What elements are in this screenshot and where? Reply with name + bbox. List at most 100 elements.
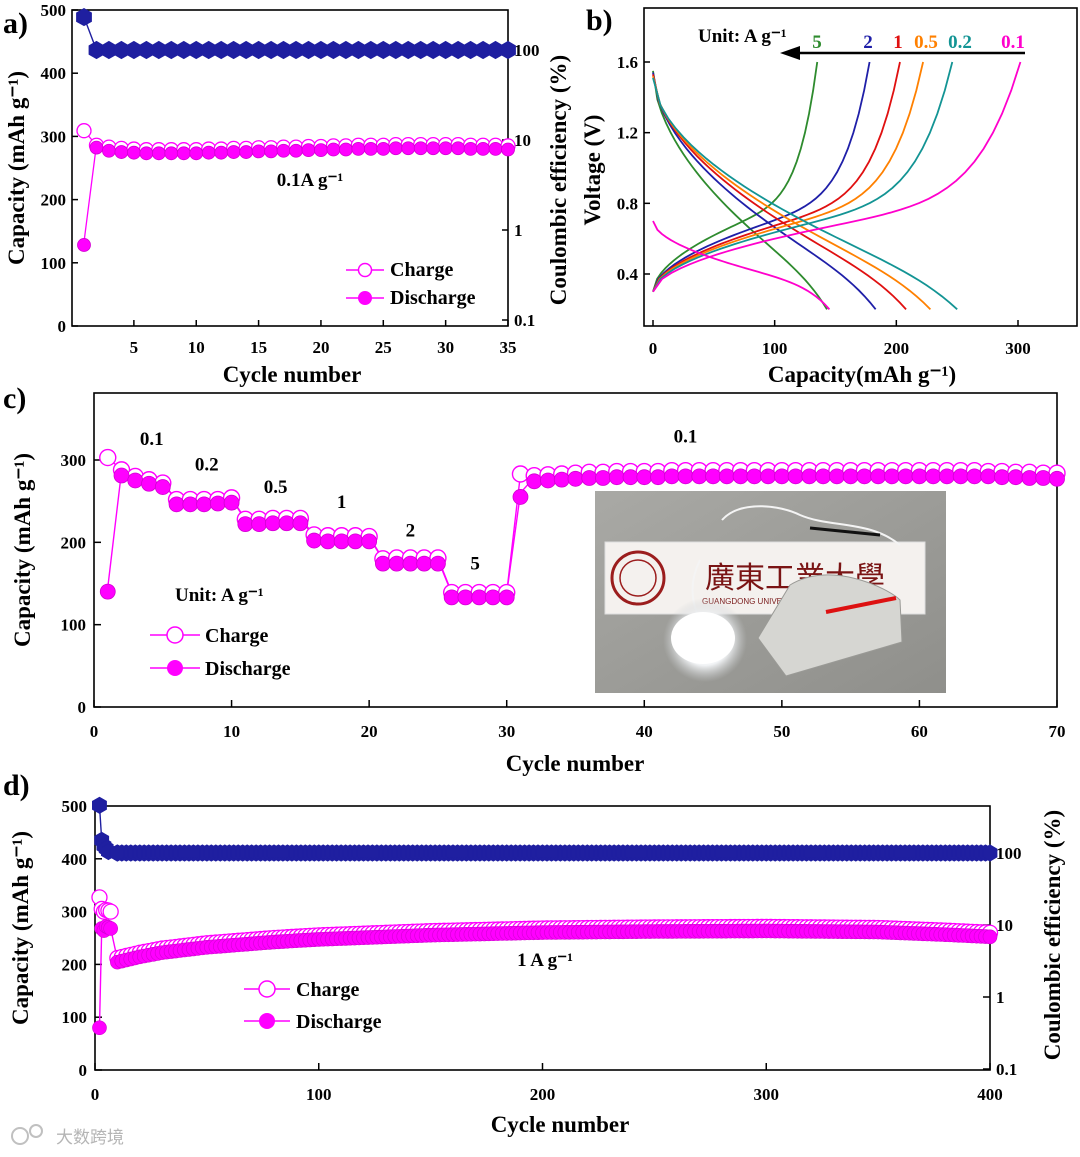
discharge-point: [388, 141, 403, 156]
panel-d-legend: Charge Discharge: [244, 979, 382, 1033]
x-tick-label: 40: [636, 722, 653, 741]
discharge-point: [276, 143, 291, 158]
discharge-point: [925, 468, 942, 485]
charge-point: [99, 448, 117, 467]
discharge-point: [223, 494, 240, 511]
discharge-point: [622, 469, 639, 486]
x-tick-label: 50: [773, 722, 790, 741]
y-tick-label: 0: [78, 698, 87, 717]
panel-a-chart: 5 10 15 20 25 30 35 0 100 200 300 400 500 0.1 1 10 100 C…: [4, 1, 571, 387]
panel-c-legend: Charge Discharge: [150, 625, 291, 680]
panel-c-legend-discharge: Discharge: [205, 658, 291, 680]
ce-point: [92, 796, 107, 814]
discharge-point: [347, 533, 364, 550]
discharge-point: [326, 142, 341, 157]
panel-d-ylabel: Capacity (mAh g⁻¹): [8, 831, 33, 1025]
charge-curve-5: [652, 61, 819, 292]
arrow-head-icon: [780, 46, 800, 60]
led-bulb-icon: [671, 612, 735, 664]
discharge-point: [476, 141, 490, 156]
rate-label: 0.1: [140, 429, 164, 450]
panel-d-y2label: Coulombic efficiency (%): [1040, 810, 1065, 1060]
discharge-point: [746, 468, 763, 485]
panel-a-legend-charge: Charge: [390, 259, 453, 281]
x-tick-label: 100: [762, 339, 788, 358]
discharge-point: [413, 141, 428, 156]
x-tick-label: 5: [130, 338, 139, 357]
panel-c-frame: [93, 392, 1058, 708]
discharge-point: [567, 470, 584, 487]
discharge-point: [264, 144, 278, 159]
rate-label: 0.1: [674, 427, 698, 448]
discharge-point: [164, 146, 179, 161]
discharge-point: [1035, 470, 1052, 486]
discharge-point: [595, 470, 611, 486]
panel-b-arrow: [780, 46, 1025, 60]
discharge-point: [214, 145, 229, 160]
seal-inner-ring: [619, 559, 657, 597]
x-tick-label: 300: [1005, 339, 1031, 358]
x-tick-label: 20: [361, 722, 378, 741]
discharge-point: [376, 141, 391, 156]
y2-tick-label: 0.1: [996, 1060, 1017, 1079]
discharge-point: [127, 472, 144, 489]
y2-tick-label: 10: [996, 916, 1013, 935]
discharge-point: [842, 468, 859, 485]
watermark-logo-icon: [11, 1127, 29, 1145]
y-tick-label: 400: [41, 64, 67, 83]
y-tick-label: 300: [41, 127, 67, 146]
y2-tick-label: 1: [514, 221, 523, 240]
discharge-point: [388, 555, 405, 572]
discharge-point: [201, 145, 216, 160]
discharge-point: [488, 141, 503, 156]
panel-d-letter: d): [3, 769, 30, 802]
university-seal-icon: [610, 550, 666, 606]
discharge-point: [374, 555, 391, 572]
x-tick-label: 30: [498, 722, 515, 741]
discharge-point: [1021, 470, 1038, 486]
y-tick-label: 0: [58, 317, 67, 336]
panel-c-photo: 廣東工業大學 GUANGDONG UNIVERSITY OF TECHNOLOG…: [595, 491, 946, 693]
panel-c-legend-charge: Charge: [205, 625, 268, 647]
discharge-point: [994, 469, 1010, 486]
y2-tick-label: 10: [514, 131, 531, 150]
y-tick-label: 1.2: [617, 124, 638, 143]
watermark: 大数跨境: [11, 1124, 124, 1148]
charge-curve-1: [652, 61, 901, 293]
discharge-point: [512, 489, 529, 505]
charge-curve-0.5: [652, 61, 924, 293]
discharge-point: [787, 468, 804, 485]
panel-d-annotation: 1 A g⁻¹: [517, 950, 573, 971]
panel-a-xlabel: Cycle number: [223, 362, 362, 387]
y-tick-label: 1.6: [617, 53, 638, 72]
rate-label: 2: [406, 521, 416, 542]
charge-point: [76, 123, 92, 139]
panel-d-xlabel: Cycle number: [491, 1112, 630, 1137]
y-tick-label: 500: [62, 797, 88, 816]
x-tick-label: 10: [223, 722, 240, 741]
panel-a-letter: a): [3, 7, 28, 40]
panel-b-xlabel: Capacity(mAh g⁻¹): [768, 362, 956, 387]
discharge-point: [306, 532, 323, 549]
panel-c-xlabel: Cycle number: [506, 751, 645, 776]
usb-cable: [721, 505, 901, 546]
y-tick-label: 0.8: [617, 194, 638, 213]
discharge-point: [333, 533, 350, 550]
panel-d-legend-charge: Charge: [296, 979, 359, 1001]
watermark-text: 大数跨境: [56, 1128, 124, 1148]
panel-b-letter: b): [586, 4, 613, 37]
discharge-point: [650, 469, 666, 486]
rate-label-0.2: 0.2: [948, 32, 972, 53]
discharge-point: [126, 145, 141, 160]
discharge-point: [718, 468, 735, 485]
discharge-point: [773, 468, 790, 485]
discharge-point: [815, 468, 832, 485]
discharge-curve-0.2: [652, 77, 958, 311]
red-clip-icon: [825, 596, 897, 614]
legend-discharge-marker: [167, 660, 183, 676]
discharge-point: [289, 143, 303, 158]
y2-tick-label: 100: [514, 41, 540, 60]
discharge-point: [705, 468, 721, 485]
discharge-point: [239, 145, 254, 159]
discharge-point: [608, 469, 625, 486]
